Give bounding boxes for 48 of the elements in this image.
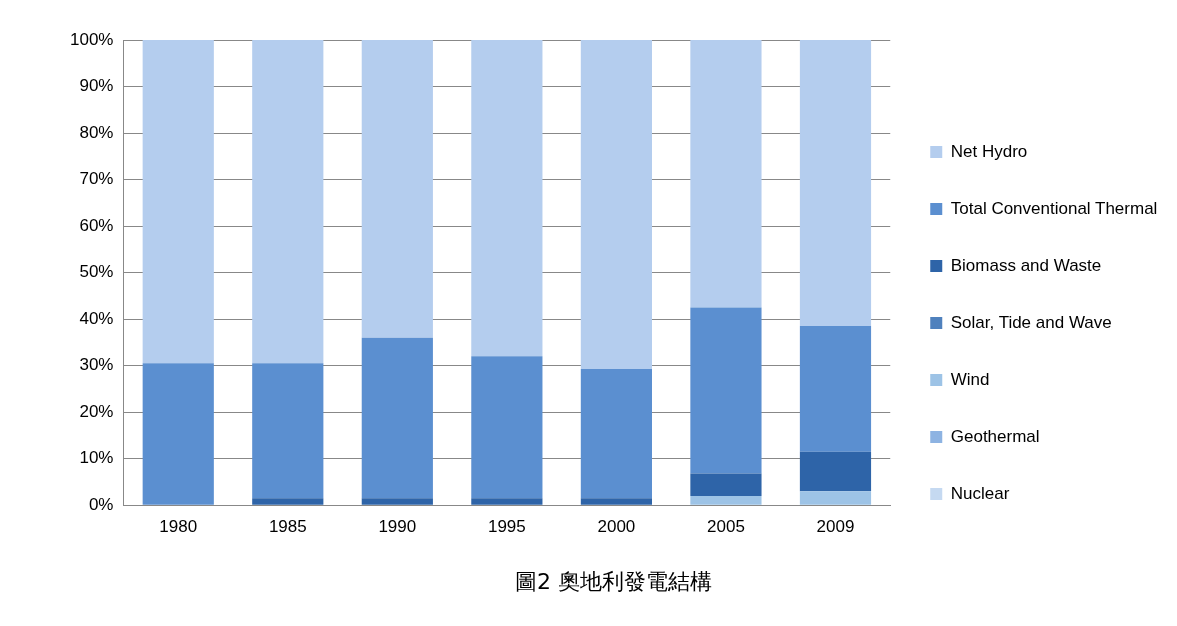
- bar: [252, 40, 324, 364]
- legend-label: Net Hydro: [950, 141, 1028, 161]
- bar: [580, 40, 652, 369]
- text: 圖2 奧地利發電結構: [515, 568, 712, 594]
- bar: [471, 498, 543, 505]
- bar: [361, 337, 433, 499]
- bar: [361, 498, 433, 505]
- legend-label: Biomass and Waste: [950, 255, 1102, 275]
- y-tick-label: 60%: [79, 215, 114, 235]
- legend-label: Geothermal: [950, 426, 1040, 446]
- legend-label: Total Conventional Thermal: [950, 198, 1158, 218]
- bar: [142, 363, 214, 505]
- x-tick-label: 1995: [487, 517, 526, 537]
- y-tick-label: 0%: [88, 494, 114, 514]
- x-tick-label: 2005: [707, 517, 745, 537]
- bar: [471, 40, 543, 357]
- y-tick-label: 20%: [79, 401, 114, 421]
- x-tick-label: 1985: [268, 517, 307, 537]
- bar: [799, 326, 872, 452]
- bar: [471, 356, 543, 499]
- y-tick-label: 90%: [79, 76, 114, 96]
- bar: [799, 491, 872, 505]
- legend-label: Nuclear: [950, 483, 1010, 503]
- bar: [690, 473, 762, 496]
- bar: [580, 498, 652, 505]
- bar: [361, 40, 433, 338]
- y-tick-label: 40%: [79, 308, 114, 328]
- y-tick-label: 10%: [79, 448, 114, 468]
- bar: [690, 40, 762, 308]
- bar: [252, 498, 324, 505]
- bar: [142, 40, 214, 364]
- x-tick-label: 2009: [816, 517, 855, 537]
- legend-label: Wind: [950, 369, 990, 389]
- bar: [252, 363, 324, 499]
- bar: [690, 495, 762, 505]
- x-tick-label: 2000: [597, 517, 636, 537]
- y-tick-label: 80%: [79, 122, 114, 142]
- y-tick-label: 30%: [79, 355, 114, 375]
- x-tick-label: 1990: [378, 517, 417, 537]
- bar: [690, 307, 762, 474]
- legend-label: Solar, Tide and Wave: [950, 312, 1112, 332]
- bar: [799, 451, 872, 492]
- x-tick-label: 1980: [159, 517, 198, 537]
- bar: [799, 40, 872, 327]
- bar: [580, 368, 652, 499]
- y-tick-label: 70%: [79, 169, 114, 189]
- y-tick-label: 100%: [70, 29, 114, 49]
- y-tick-label: 50%: [79, 262, 114, 282]
